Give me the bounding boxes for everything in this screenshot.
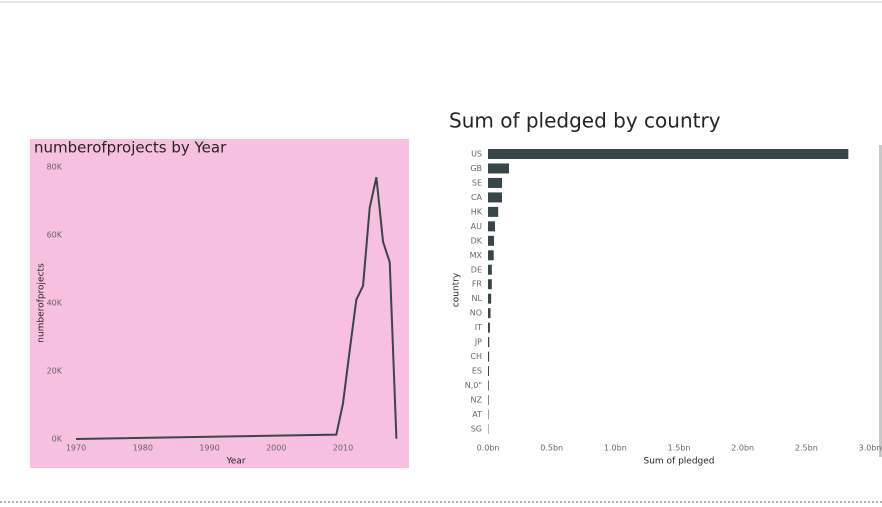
- x-tick-label: 1970: [66, 444, 86, 453]
- x-tick-label: 1980: [133, 444, 153, 453]
- x-axis-label: Year: [225, 457, 245, 467]
- y-tick-label: DK: [471, 236, 483, 245]
- x-tick-label: 2.0bn: [731, 444, 754, 453]
- y-tick-label: 20K: [47, 367, 63, 376]
- y-tick-label: MX: [470, 251, 483, 260]
- bar: [488, 293, 492, 304]
- bar: [488, 163, 510, 174]
- bar: [488, 366, 490, 377]
- y-tick-label: 40K: [47, 299, 63, 308]
- x-tick-label: 2010: [333, 444, 353, 453]
- bar: [488, 177, 503, 188]
- scrollbar[interactable]: [879, 145, 882, 457]
- y-tick-label: CH: [470, 352, 482, 361]
- bar: [488, 380, 489, 391]
- y-tick-label: NL: [472, 294, 483, 303]
- y-axis-label: numberofprojects: [37, 263, 47, 343]
- y-tick-label: CA: [471, 193, 483, 202]
- y-tick-label: SE: [472, 178, 482, 187]
- x-axis-label: Sum of pledged: [643, 457, 714, 467]
- y-tick-label: 80K: [47, 163, 63, 172]
- x-tick-label: 2000: [266, 444, 286, 453]
- y-tick-label: NZ: [471, 395, 483, 404]
- y-tick-label: JP: [474, 338, 482, 347]
- bar: [488, 250, 494, 261]
- chart-title: numberofprojects by Year: [34, 139, 227, 157]
- x-tick-label: 1.0bn: [604, 444, 627, 453]
- x-tick-label: 0.5bn: [540, 444, 563, 453]
- y-tick-label: 60K: [47, 231, 63, 240]
- bar: [488, 192, 503, 203]
- bar: [488, 351, 490, 362]
- x-tick-label: 1.5bn: [668, 444, 691, 453]
- x-tick-label: 0.0bn: [477, 444, 500, 453]
- bar: [488, 409, 489, 420]
- y-tick-label: HK: [471, 207, 483, 216]
- y-tick-label: AU: [471, 222, 482, 231]
- bar: [488, 149, 849, 159]
- x-tick-label: 3.0bn: [859, 444, 882, 453]
- chart-background: [30, 139, 409, 468]
- y-tick-label: AT: [472, 410, 482, 419]
- bar: [488, 322, 490, 333]
- bar: [488, 279, 492, 290]
- bar: [488, 206, 499, 217]
- y-tick-label: US: [471, 150, 482, 159]
- bar: [488, 221, 496, 232]
- bar: [488, 235, 494, 246]
- bar: [488, 264, 492, 275]
- x-tick-label: 1990: [199, 444, 219, 453]
- line: [75, 176, 398, 440]
- y-axis-label: country: [452, 272, 462, 307]
- y-tick-label: GB: [470, 164, 482, 173]
- bar: [488, 394, 489, 405]
- y-tick-label: IT: [475, 323, 482, 332]
- bar: [488, 308, 491, 319]
- bar: [488, 337, 490, 348]
- y-tick-label: ES: [472, 367, 482, 376]
- y-tick-label: SG: [471, 424, 482, 433]
- chart-title: Sum of pledged by country: [449, 109, 721, 133]
- y-tick-label: DE: [471, 265, 482, 274]
- x-tick-label: 2.5bn: [795, 444, 818, 453]
- y-tick-label: NO: [470, 309, 482, 318]
- y-tick-label: FR: [472, 280, 483, 289]
- y-tick-label: N,0": [465, 381, 482, 390]
- y-tick-label: 0K: [52, 435, 63, 444]
